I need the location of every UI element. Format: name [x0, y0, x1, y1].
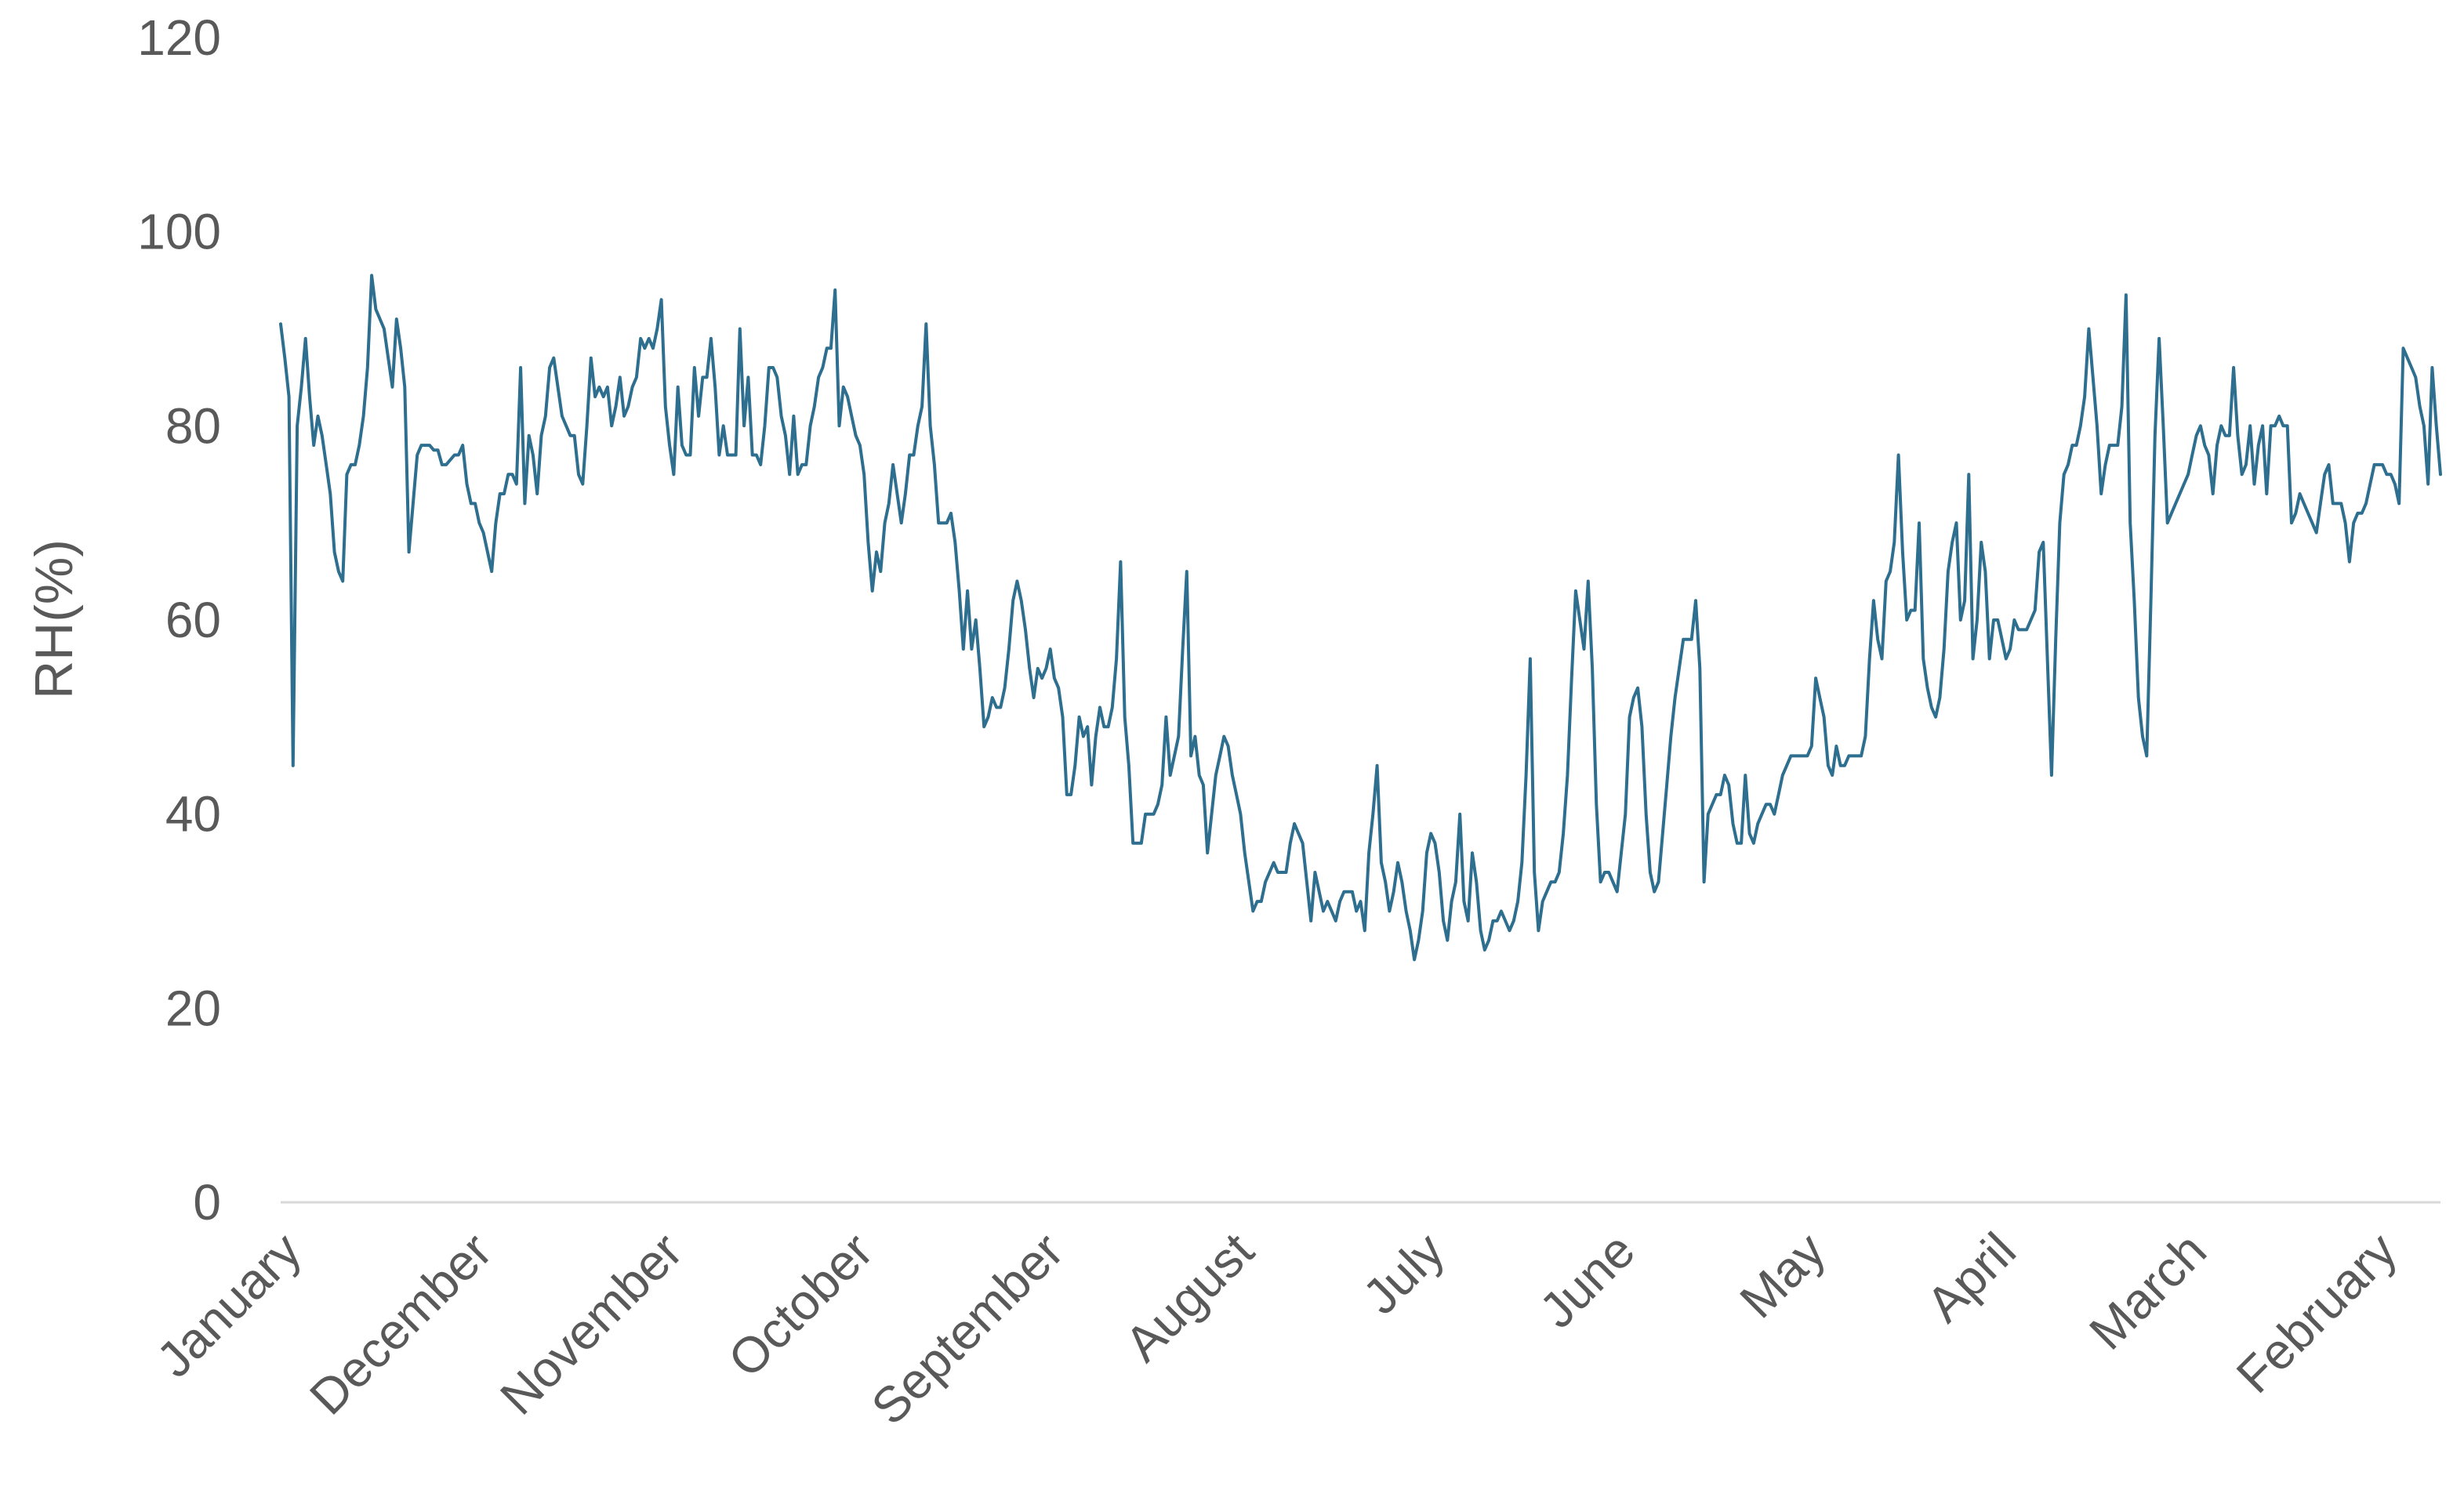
x-tick-label: July — [1352, 1222, 1455, 1325]
y-tick-label: 20 — [165, 980, 221, 1036]
y-axis-ticks: 0 20 40 60 80 100 120 — [137, 9, 221, 1231]
x-tick-label: October — [717, 1222, 884, 1388]
x-tick-label: June — [1529, 1222, 1646, 1339]
x-tick-label: January — [146, 1222, 312, 1388]
x-tick-label: May — [1729, 1222, 1835, 1329]
x-tick-label: September — [861, 1222, 1074, 1435]
x-tick-label: April — [1915, 1222, 2026, 1332]
x-tick-label: August — [1114, 1222, 1265, 1372]
y-tick-label: 80 — [165, 397, 221, 454]
y-tick-label: 40 — [165, 786, 221, 843]
y-tick-label: 0 — [193, 1174, 221, 1231]
y-tick-label: 60 — [165, 592, 221, 648]
x-tick-label: November — [489, 1222, 693, 1426]
series-line — [279, 274, 2442, 962]
y-tick-label: 100 — [137, 204, 221, 260]
x-tick-label: March — [2078, 1222, 2217, 1361]
x-tick-label: February — [2226, 1222, 2408, 1404]
x-tick-label: December — [299, 1222, 503, 1426]
y-axis-title: RH(%) — [24, 539, 84, 699]
y-tick-label: 120 — [137, 9, 221, 66]
